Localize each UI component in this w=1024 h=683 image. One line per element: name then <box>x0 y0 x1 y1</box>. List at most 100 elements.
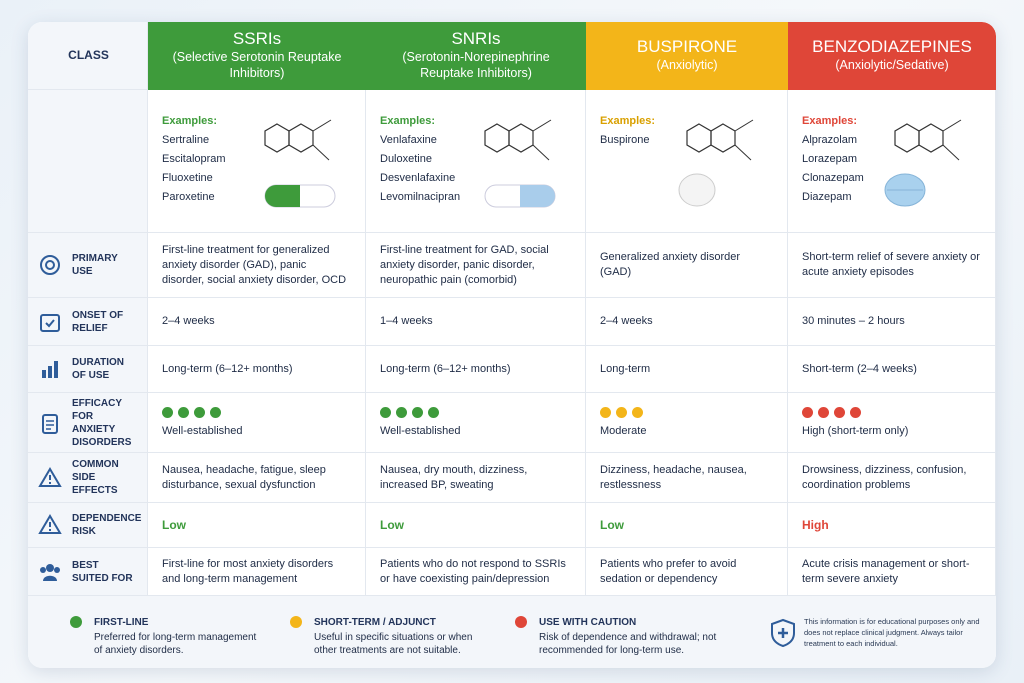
cell-text: First-line for most anxiety disorders an… <box>162 557 334 585</box>
rating-dots <box>600 406 643 418</box>
column-name: BUSPIRONE <box>636 37 738 56</box>
column-subtitle: (Anxiolytic) <box>656 58 718 72</box>
drug-name: Desvenlafaxine <box>380 172 456 184</box>
row-label-cell: BEST SUITED FOR <box>28 548 148 596</box>
drug-illustration <box>678 119 754 207</box>
rating-dot <box>396 406 407 418</box>
column-name: BENZODIAZEPINES <box>812 37 972 56</box>
column-header: SNRIs (Serotonin-Norepinephrine Reuptake … <box>366 22 586 90</box>
examples-label-cell <box>28 90 148 233</box>
drug-name: Sertraline <box>162 134 210 146</box>
drug-name: Alprazolam <box>802 134 858 146</box>
table-cell: Nausea, dry mouth, dizziness, increased … <box>366 453 586 503</box>
cell-text: Acute crisis management or short-term se… <box>802 557 970 585</box>
comparison-card: CLASS SSRIs (Selective Serotonin Reuptake… <box>28 22 996 668</box>
drug-name: Levomilnacipran <box>380 191 461 203</box>
rating-dot <box>616 406 627 418</box>
rating-dot <box>818 406 829 418</box>
column-subtitle: (Serotonin-Norepinephrine Reuptake Inhib… <box>402 50 550 80</box>
row-label-cell: EFFICACY FOR ANXIETY DISORDERS <box>28 393 148 453</box>
row-label: EFFICACY FOR ANXIETY DISORDERS <box>72 397 132 448</box>
drug-name: Fluoxetine <box>162 172 213 184</box>
legend-text: Useful in specific situations or when ot… <box>314 632 473 656</box>
table-cell: Nausea, headache, fatigue, sleep disturb… <box>148 453 366 503</box>
column-subtitle: (Anxiolytic/Sedative) <box>835 58 949 72</box>
table-cell: Well-established <box>366 393 586 453</box>
table-cell: Patients who do not respond to SSRIs or … <box>366 548 586 596</box>
cell-text: 1–4 weeks <box>380 315 433 327</box>
drug-illustration <box>884 119 962 207</box>
drug-illustration <box>264 119 336 208</box>
examples-label: Examples: <box>802 115 858 127</box>
rating-dot <box>850 406 861 418</box>
table-cell: Short-term (2–4 weeks) <box>788 346 996 393</box>
row-label: ONSET OF RELIEF <box>72 309 124 334</box>
column-name: SSRIs <box>232 29 282 48</box>
cell-text: Long-term (6–12+ months) <box>380 362 511 375</box>
table-cell: First-line treatment for generalized anx… <box>148 233 366 298</box>
table-cell: Acute crisis management or short-term se… <box>788 548 996 596</box>
row-label: COMMON SIDE EFFECTS <box>72 459 119 496</box>
cell-text: Long-term <box>600 362 651 375</box>
row-icon <box>42 361 58 378</box>
row-icon <box>38 514 62 534</box>
table-cell: Long-term (6–12+ months) <box>148 346 366 393</box>
table-cell: Low <box>586 503 788 548</box>
examples-label: Examples: <box>380 115 436 127</box>
table-cell: 2–4 weeks <box>586 298 788 346</box>
class-label: CLASS <box>68 48 109 62</box>
table-cell: 30 minutes – 2 hours <box>788 298 996 346</box>
examples-cell: Examples: Buspirone <box>586 90 788 233</box>
legend-dot <box>515 616 527 628</box>
table-cell: Dizziness, headache, nausea, restlessnes… <box>586 453 788 503</box>
table-cell: High (short-term only) <box>788 393 996 453</box>
drug-illustration <box>484 119 556 208</box>
row-label-cell: DURATION OF USE <box>28 346 148 393</box>
row-label-cell: DEPENDENCE RISK <box>28 503 148 548</box>
cell-text: Long-term (6–12+ months) <box>162 362 293 375</box>
row-icon <box>38 466 62 487</box>
cell-text: Patients who prefer to avoid sedation or… <box>600 557 737 585</box>
cell-text: Moderate <box>600 424 647 437</box>
table-cell: 1–4 weeks <box>366 298 586 346</box>
legend-item: FIRST-LINE Preferred for long-term manage… <box>70 616 264 657</box>
drug-name: Escitalopram <box>162 153 226 165</box>
row-label-cell: COMMON SIDE EFFECTS <box>28 453 148 503</box>
rating-dot <box>600 406 611 418</box>
rating-dot <box>162 406 173 418</box>
examples-cell: Examples: Alprazolam Lorazepam Clonazepam Di… <box>788 90 996 233</box>
row-icon <box>40 563 60 581</box>
rating-dot <box>194 406 205 418</box>
cell-text: Patients who do not respond to SSRIs or … <box>380 557 566 585</box>
row-label: PRIMARY USE <box>72 253 118 277</box>
legend-text: Risk of dependence and withdrawal; not r… <box>539 632 717 656</box>
drug-name: Lorazepam <box>802 153 858 165</box>
cell-text: Well-established <box>380 424 461 437</box>
examples-label: Examples: <box>162 115 218 127</box>
rating-dot <box>632 406 643 418</box>
drug-name: Duloxetine <box>380 153 432 165</box>
row-label: DEPENDENCE RISK <box>72 513 142 537</box>
row-icon <box>40 313 60 332</box>
table-cell: Short-term relief of severe anxiety or a… <box>788 233 996 298</box>
rating-dot <box>412 406 423 418</box>
table-cell: Moderate <box>586 393 788 453</box>
cell-text: 2–4 weeks <box>162 315 215 327</box>
comparison-table: CLASS SSRIs (Selective Serotonin Reuptake… <box>28 22 996 596</box>
cell-text: High (short-term only) <box>802 424 909 437</box>
cell-text: Generalized anxiety disorder (GAD) <box>600 251 741 278</box>
table-cell: Well-established <box>148 393 366 453</box>
table-cell: Drowsiness, dizziness, confusion, coordi… <box>788 453 996 503</box>
legend-text: Preferred for long-term management of an… <box>94 632 257 656</box>
rating-dot <box>428 406 439 418</box>
rating-dots <box>802 406 861 418</box>
class-header: CLASS <box>28 22 148 90</box>
examples-cell: Examples: Sertraline Escitalopram Fluoxetin… <box>148 90 366 233</box>
drug-name: Venlafaxine <box>380 134 437 146</box>
cell-text: Well-established <box>162 424 243 437</box>
examples-cell: Examples: Venlafaxine Duloxetine Desvenlafa… <box>366 90 586 233</box>
legend-dot <box>70 616 82 628</box>
cell-text: First-line treatment for GAD, social anx… <box>380 243 549 286</box>
column-name: SNRIs <box>451 29 501 48</box>
